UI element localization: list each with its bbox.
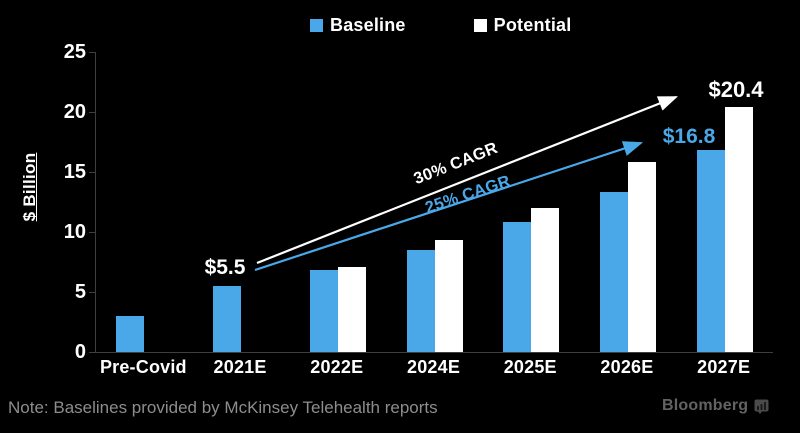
legend: Baseline Potential	[310, 15, 571, 36]
baseline-swatch-icon	[310, 19, 323, 32]
x-tick-label-2024e: 2024E	[406, 357, 461, 377]
source-note: Note: Baselines provided by McKinsey Tel…	[8, 398, 438, 417]
bar-baseline-2021e	[213, 286, 242, 352]
y-tick-label-0: 0	[74, 341, 86, 363]
x-tick-label-2027e: 2027E	[697, 357, 751, 377]
legend-label-potential: Potential	[493, 15, 572, 35]
x-axis-labels: Pre-Covid 2021E 2022E 2024E 2025E 2026E 2027E	[95, 357, 772, 378]
potential-swatch-icon	[473, 19, 487, 32]
x-tick-label-2022e: 2022E	[310, 357, 364, 377]
y-tick-label-5: 5	[74, 281, 86, 303]
bar-potential-2027e	[724, 107, 753, 352]
bar-potential-2026e	[627, 162, 656, 352]
legend-item-baseline: Baseline	[310, 15, 406, 36]
annotation-2027-potential: $20.4	[708, 77, 764, 102]
y-tick-label-20: 20	[63, 101, 86, 123]
bloomberg-terminal-icon	[754, 399, 769, 414]
x-tick-label-pre-covid: Pre-Covid	[99, 357, 187, 377]
annotation-2027-baseline: $16.8	[662, 125, 716, 148]
bar-baseline-2027e	[696, 150, 725, 352]
y-axis-tick	[89, 352, 95, 353]
y-axis-tick	[89, 232, 95, 233]
bar-group-2022e	[289, 52, 386, 352]
x-tick-label-2025e: 2025E	[503, 357, 557, 377]
y-tick-label-25: 25	[63, 41, 86, 63]
bar-group-2027e	[676, 52, 773, 352]
y-tick-label-15: 15	[63, 161, 86, 183]
y-axis-tick	[89, 112, 95, 113]
bar-group-2026e	[580, 52, 677, 352]
bar-baseline-2026e	[599, 192, 628, 352]
y-tick-label-10: 10	[63, 221, 86, 243]
bloomberg-logo: Bloomberg	[662, 397, 769, 415]
bar-baseline-2025e	[503, 222, 532, 352]
y-axis-labels: 0 5 10 15 20 25	[38, 41, 86, 363]
x-tick-label-2021e: 2021E	[213, 357, 267, 377]
bar-baseline-2022e	[309, 270, 338, 352]
bloomberg-wordmark: Bloomberg	[662, 397, 749, 414]
bar-group-2021e	[193, 52, 290, 352]
bar-potential-2024e	[434, 240, 463, 352]
legend-item-potential: Potential	[473, 15, 572, 36]
bar-potential-2025e	[531, 208, 560, 352]
bar-group-pre-covid	[96, 52, 193, 352]
y-axis-tick	[89, 52, 95, 53]
y-axis-tick	[89, 172, 95, 173]
bar-potential-2022e	[337, 266, 366, 352]
x-tick-label-2026e: 2026E	[600, 357, 654, 377]
bar-baseline-pre-covid	[116, 316, 145, 352]
bar-baseline-2024e	[406, 250, 435, 352]
legend-label-baseline: Baseline	[330, 15, 406, 35]
bar-group-2025e	[483, 52, 580, 352]
annotation-2021-value: $5.5	[204, 256, 246, 279]
y-axis-tick	[89, 292, 95, 293]
